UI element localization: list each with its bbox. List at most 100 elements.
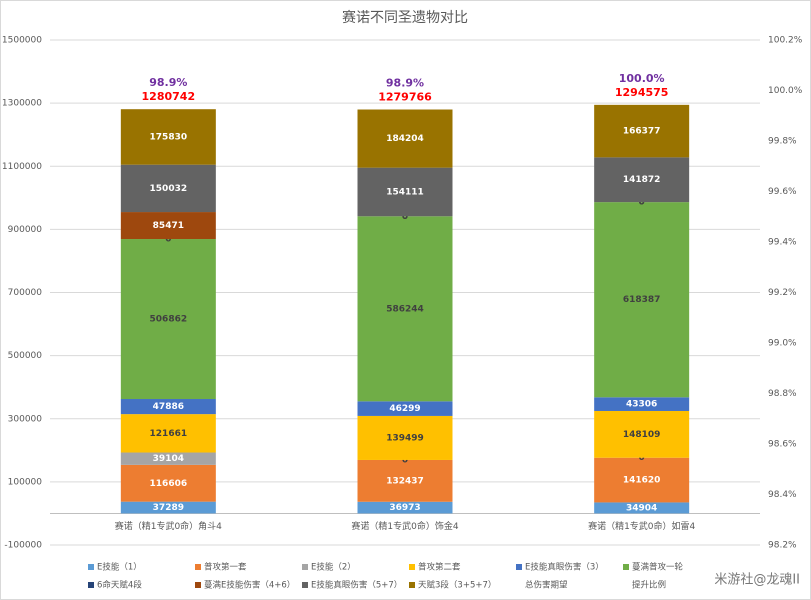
bar-segment [120,164,216,213]
legend-label: 总伤害期望 [525,580,568,591]
data-label: 0 [402,212,408,222]
data-label: 0 [402,212,408,222]
legend-label: E技能（2） [311,562,356,573]
legend-label: 提升比例 [632,580,666,591]
data-label: 148109 [623,430,661,440]
data-label: 175830 [150,132,188,142]
data-label: 37289 [153,503,184,513]
y-tick-label: 300000 [8,414,43,424]
bar-segment [594,157,690,203]
y-tick-label: 1300000 [2,99,42,109]
y2-tick-label: 98.6% [768,440,797,450]
legend-label: 普攻第一套 [204,562,247,573]
legend-swatch [302,564,308,570]
y2-tick-label: 98.8% [768,389,797,399]
y-tick-label: 1100000 [2,162,42,172]
data-label: 121661 [150,429,188,439]
bar-segment [594,457,690,503]
bar-segment [120,109,216,165]
legend-swatch [88,582,94,588]
bar-segment [120,452,216,465]
bar-segment [357,109,453,168]
bar-segment [357,501,453,514]
data-label: 166377 [623,127,661,137]
total-label: 1279766 [378,91,432,104]
y2-tick-label: 99.6% [768,187,797,197]
y2-tick-label: 100.2% [768,36,803,46]
y2-tick-label: 99.8% [768,137,797,147]
bar-segment [120,212,216,240]
bar-segment [594,410,690,458]
legend-swatch [195,582,201,588]
y2-tick-label: 98.2% [768,541,797,551]
y2-tick-label: 99.0% [768,339,797,349]
data-label: 0 [165,235,171,245]
ratio-label: 100.0% [619,72,665,85]
legend-swatch [195,564,201,570]
data-label: 116606 [150,479,188,489]
data-label: 141620 [623,476,661,486]
legend-swatch [302,582,308,588]
y2-tick-label: 100.0% [768,86,803,96]
legend-label: 蔓满普攻一轮 [632,562,684,573]
total-label: 1280742 [142,90,196,103]
data-label: 0 [402,455,408,465]
legend-swatch [623,564,629,570]
y2-tick-label: 98.4% [768,490,797,500]
y-tick-label: -100000 [4,541,42,551]
bar-segment [357,216,453,402]
legend-label: 蔓满E技能伤害（4+6） [204,580,295,591]
data-label: 139499 [386,433,424,443]
bar-segment [594,202,690,398]
data-label: 141872 [623,175,661,185]
ratio-label: 98.9% [386,77,424,90]
y-tick-label: 100000 [8,477,43,487]
x-tick-label: 赛诺（精1专武0命）饰金4 [351,520,458,532]
data-label: 154111 [386,187,424,197]
data-label: 39104 [153,454,184,464]
bar-segment [120,464,216,502]
legend-label: E技能（1） [97,562,142,573]
bar-segment [120,501,216,514]
watermark: 米游社@龙魂II [714,572,800,588]
bar-segment [594,502,690,514]
data-label: 34904 [626,503,657,513]
data-label: 0 [639,453,645,463]
legend-label: E技能真眼伤害（5+7） [311,580,402,591]
bar-segment [594,104,690,158]
data-label: 132437 [386,476,424,486]
data-label: 184204 [386,134,424,144]
legend-swatch [516,564,522,570]
ratio-label: 98.9% [149,76,187,89]
legend-label: 6命天赋4段 [97,580,142,591]
legend-swatch [409,582,415,588]
legend-label: 普攻第二套 [418,562,461,573]
data-label: 47886 [153,402,184,412]
x-tick-label: 赛诺（精1专武0命）如雷4 [588,520,695,532]
legend-label: 天赋3段（3+5+7） [418,580,496,591]
data-label: 150032 [150,184,188,194]
data-label: 43306 [626,400,657,410]
bar-segment [594,397,690,411]
y2-tick-label: 99.4% [768,238,797,248]
y-tick-label: 700000 [8,288,43,298]
x-tick-label: 赛诺（精1专武0命）角斗4 [115,520,222,532]
y2-tick-label: 99.2% [768,288,797,298]
y-tick-label: 500000 [8,351,43,361]
legend-label: E技能真眼伤害（3） [525,562,604,573]
bar-segment [357,459,453,502]
bar-segment [120,399,216,415]
data-label: 85471 [153,221,184,231]
y-tick-label: 900000 [8,225,43,235]
bar-segment [120,239,216,400]
bar-segment [357,415,453,460]
legend-swatch [88,564,94,570]
data-label: 0 [639,198,645,208]
data-label: 586244 [386,304,424,314]
data-label: 36973 [389,503,420,513]
legend-swatch [409,564,415,570]
y-tick-label: 1500000 [2,36,42,46]
bar-segment [120,414,216,453]
bar-segment [357,401,453,416]
